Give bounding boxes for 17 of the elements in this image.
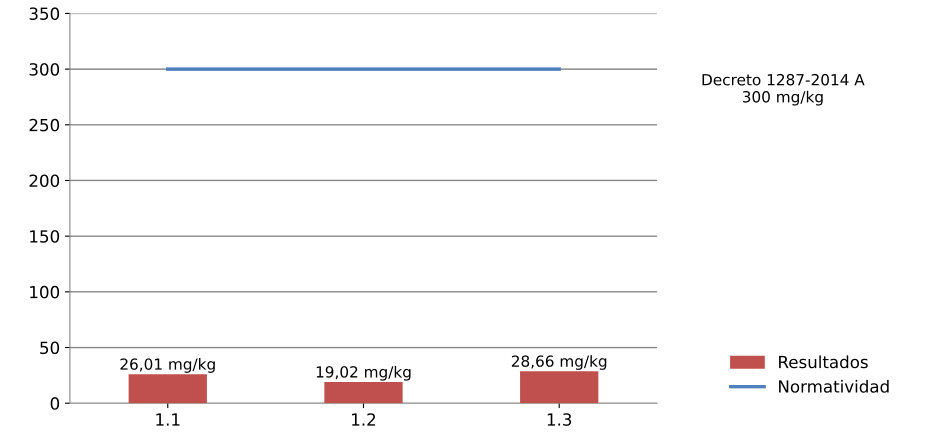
- y-tick-label: 150: [30, 230, 60, 243]
- legend-label: Normatividad: [779, 380, 889, 393]
- data-label: 28,66 mg/kg: [512, 355, 606, 370]
- y-tick-label: 100: [30, 286, 60, 298]
- legend-label: Resultados: [779, 355, 868, 368]
- data-label: 26,01 mg/kg: [120, 358, 215, 373]
- y-tick-label: 250: [30, 118, 60, 132]
- y-tick-label: 50: [40, 341, 60, 354]
- y-tick-label: 200: [30, 174, 60, 188]
- y-tick-label: 0: [50, 397, 60, 410]
- data-label: 19,02 mg/kg: [316, 366, 411, 381]
- x-tick-label: 1.2: [352, 413, 376, 426]
- x-tick-label: 1.1: [156, 413, 180, 426]
- y-tick-label: 300: [30, 63, 60, 76]
- x-tick-label: 1.3: [548, 413, 572, 426]
- y-tick-label: 350: [30, 7, 60, 20]
- text: Decreto 1287-2014 A 300 mg/kg: [702, 74, 865, 106]
